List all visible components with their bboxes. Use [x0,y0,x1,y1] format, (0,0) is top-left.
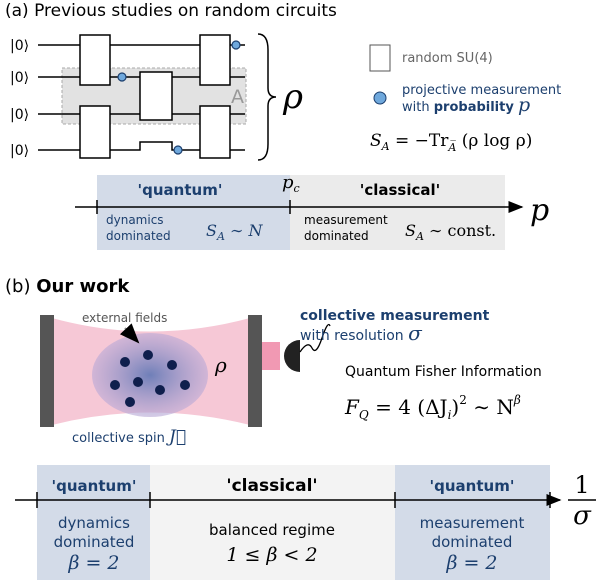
axis-label: p [530,193,549,228]
phase-text: dominated [106,229,171,243]
panel-label: (b) [5,276,30,297]
panel-title: (a) Previous studies on random circuits [5,1,337,21]
fields-label: external fields [82,311,167,325]
sym: ∼ const. [424,221,496,240]
phase-formula: SA ∼ N [206,221,264,243]
title: Previous studies on random circuits [34,1,337,21]
panel-label: (a) [5,1,29,21]
detector [284,340,300,372]
mirror [40,315,54,427]
qfi-label: Quantum Fisher Information [345,364,542,380]
sym: F [344,395,360,419]
phase-title: 'quantum' [52,477,137,495]
mirror [248,315,262,427]
figure: (a) Previous studies on random circuits … [0,0,606,583]
legend-text: projective measurement [402,83,561,98]
panel-title: (b) Our work [5,276,130,297]
axis-label: σ [573,501,592,531]
legend-gate [370,45,390,71]
sub: A [381,140,390,153]
phase-formula: 1 ≤ β < 2 [226,544,317,566]
phase-title: 'classical' [226,476,317,496]
axis-label: 1 [574,471,589,499]
sym: ) [451,395,459,419]
rho: ρ [214,353,227,377]
sub: c [294,182,300,195]
sym: ∼ N [467,395,514,419]
legend-dot [374,92,386,104]
text: with resolution [300,328,404,344]
sym: J⃗ [166,427,186,447]
output-beam [262,342,280,370]
sub: Q [359,408,369,422]
phase-text: measurement [420,514,525,532]
sym: S [370,131,382,151]
entropy: SA = −TrA̅ (ρ log ρ) [370,131,532,154]
sub: A̅ [447,140,456,154]
input: |0⟩ [10,38,29,54]
spin-cloud [92,333,208,417]
phase-text: dominated [432,533,513,551]
sub: A [216,230,225,243]
text: p [518,94,530,116]
brace [258,34,276,160]
sup: β [513,393,521,407]
sup: 2 [459,393,467,407]
legend-text: random SU(4) [402,51,493,66]
phase-text: balanced regime [209,521,335,539]
sym: = −Tr [390,131,450,151]
sym: = 4 (ΔJ [369,395,448,419]
phase-title: 'quantum' [138,181,223,199]
resolution: with resolution σ [300,321,423,345]
phase-title: 'quantum' [430,477,515,495]
phase-text: dominated [304,229,369,243]
spin-label: collective spin J⃗ [72,427,186,447]
phase-text: dynamics [58,514,130,532]
phase-text: measurement [304,213,388,227]
title: Our work [36,276,130,297]
sym: S [206,221,217,240]
phase-title: 'classical' [360,181,441,199]
input: |0⟩ [10,143,29,159]
rho: ρ [282,77,303,117]
phase-text: dynamics [106,213,164,227]
sym: p [282,172,294,193]
phase-formula: β = 2 [445,552,497,574]
text: probability [434,100,515,115]
phase-formula: β = 2 [67,552,119,574]
sub: A [415,230,424,243]
phase-text: dominated [54,533,135,551]
qfi-formula: FQ = 4 (ΔJi)2 ∼ Nβ [344,393,521,422]
input: |0⟩ [10,70,29,86]
measurement-title: collective measurement [300,308,490,324]
sym: (ρ log ρ) [456,131,532,151]
input: |0⟩ [10,107,29,123]
text: collective spin [72,431,165,446]
sym: ∼ N [225,221,264,240]
text: with [402,100,430,115]
region-label: A [231,86,244,108]
sym: S [405,221,416,240]
sym: σ [408,321,423,345]
